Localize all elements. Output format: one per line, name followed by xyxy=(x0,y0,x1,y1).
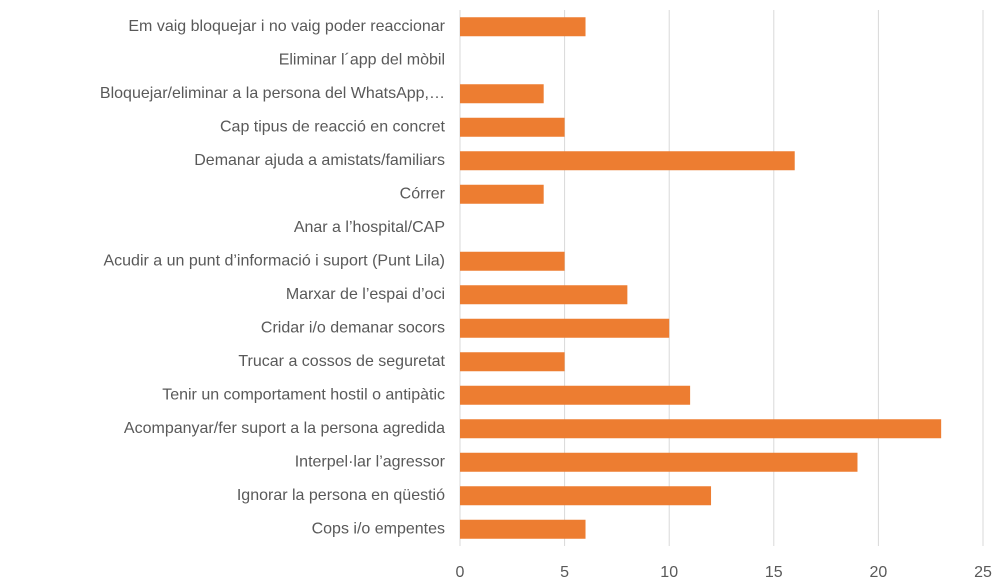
y-tick-label: Interpel·lar l’agressor xyxy=(295,453,446,470)
y-tick-label: Trucar a cossos de seguretat xyxy=(238,353,445,370)
bar xyxy=(460,285,628,305)
x-tick-label: 5 xyxy=(560,564,569,581)
x-tick-label: 0 xyxy=(456,564,465,581)
bar xyxy=(460,184,544,204)
bar xyxy=(460,151,795,171)
y-tick-label: Acompanyar/fer suport a la persona agred… xyxy=(124,420,445,437)
y-tick-label: Ignorar la persona en qüestió xyxy=(237,487,445,504)
y-tick-label: Cridar i/o demanar socors xyxy=(261,319,445,336)
y-tick-label: Em vaig bloquejar i no vaig poder reacci… xyxy=(128,18,445,35)
y-tick-label: Cap tipus de reacció en concret xyxy=(220,118,446,135)
bar xyxy=(460,486,712,506)
y-tick-label: Acudir a un punt d’informació i suport (… xyxy=(103,252,445,269)
y-tick-label: Eliminar l´app del mòbil xyxy=(279,51,445,68)
bar xyxy=(460,17,586,37)
x-tick-label: 25 xyxy=(974,564,992,581)
bar xyxy=(460,452,858,472)
bar xyxy=(460,352,565,372)
x-tick-label: 20 xyxy=(870,564,888,581)
y-tick-label: Anar a l’hospital/CAP xyxy=(294,219,445,236)
y-tick-label: Demanar ajuda a amistats/familiars xyxy=(194,152,445,169)
y-tick-label: Bloquejar/eliminar a la persona del What… xyxy=(100,85,445,102)
x-tick-label: 15 xyxy=(765,564,783,581)
bar xyxy=(460,84,544,104)
bar xyxy=(460,251,565,271)
y-tick-label: Córrer xyxy=(400,185,446,202)
y-tick-label: Cops i/o empentes xyxy=(312,520,445,537)
y-tick-label: Tenir un comportament hostil o antipàtic xyxy=(162,386,445,403)
bar xyxy=(460,419,942,439)
bar xyxy=(460,117,565,137)
x-tick-label: 10 xyxy=(660,564,678,581)
bar xyxy=(460,385,691,405)
bar xyxy=(460,519,586,539)
y-tick-label: Marxar de l’espai d’oci xyxy=(286,286,445,303)
bar xyxy=(460,318,670,338)
